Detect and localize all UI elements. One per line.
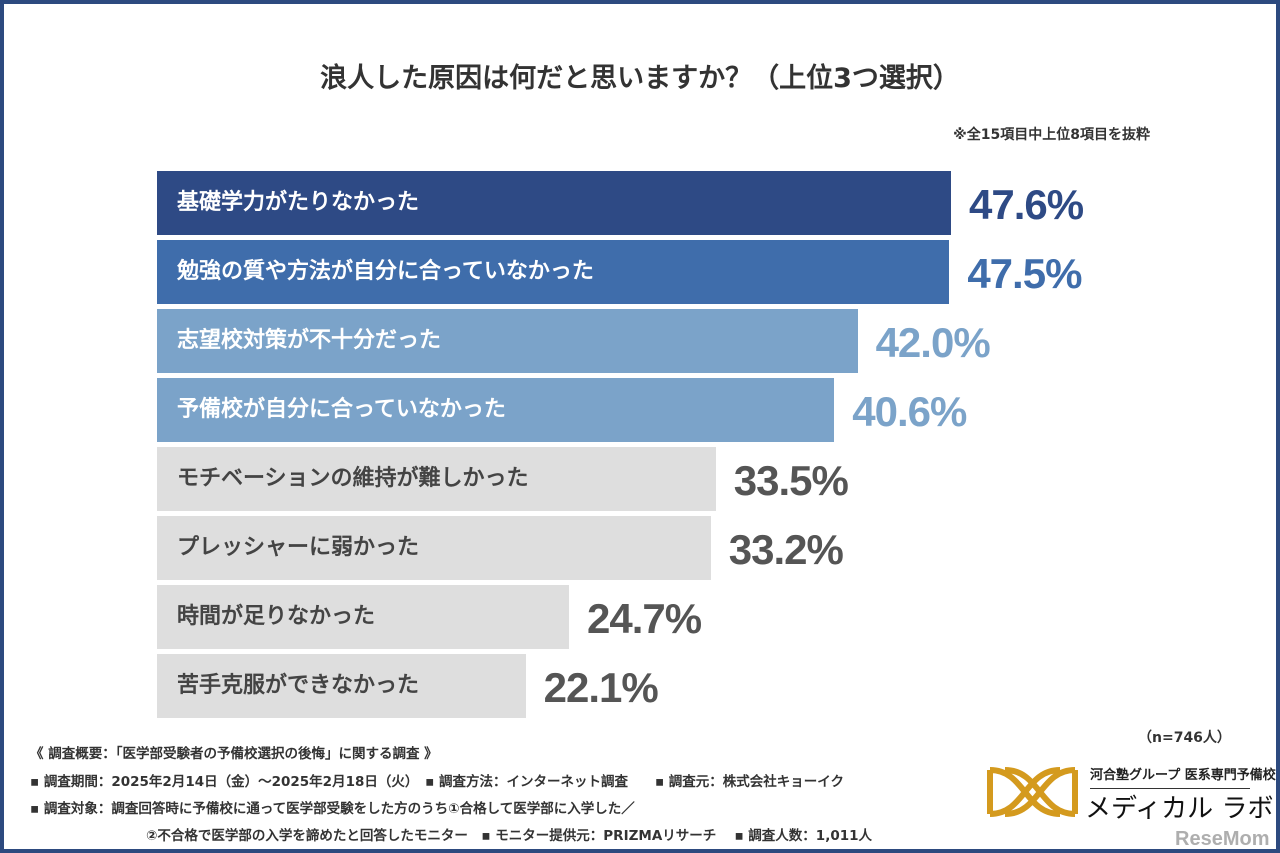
bar: 基礎学力がたりなかった xyxy=(157,171,951,235)
logo-sub: 河合塾グループ 医系専門予備校 xyxy=(1090,768,1276,789)
bar-label: 時間が足りなかった xyxy=(177,604,376,629)
data-label: 40.6% xyxy=(852,388,967,435)
footer-target: ▪ 調査対象：調査回答時に予備校に通って医学部受験をした方のうち①合格して医学部… xyxy=(30,801,635,817)
bar: 予備校が自分に合っていなかった xyxy=(157,378,835,442)
footer-survey-title: 《 調査概要：「医学部受験者の予備校選択の後悔」に関する調査 》 xyxy=(30,746,438,762)
bar: 勉強の質や方法が自分に合っていなかった xyxy=(157,240,950,304)
data-label: 47.6% xyxy=(969,181,1084,228)
bar-label: 勉強の質や方法が自分に合っていなかった xyxy=(177,259,594,284)
footer-period: ▪ 調査期間：2025年2月14日（金）～2025年2月18日（火） ▪ 調査方… xyxy=(30,774,845,790)
medical-labo-logo: 河合塾グループ 医系専門予備校 メディカル ラボ xyxy=(985,762,1276,826)
footer-target-cont: ②不合格で医学部の入学を諦めたと回答したモニター ▪ モニター提供元：PRIZM… xyxy=(146,828,873,844)
bar: 苦手克服ができなかった xyxy=(157,654,526,718)
watermark: ReseMom xyxy=(1175,828,1270,850)
bar-label: モチベーションの維持が難しかった xyxy=(177,466,529,491)
data-label: 42.0% xyxy=(875,319,991,366)
bar-chart: 基礎学力がたりなかった 47.6% 勉強の質や方法が自分に合っていなかった 47.5%… xyxy=(157,171,1084,718)
bar: プレッシャーに弱かった xyxy=(157,516,711,580)
bar: モチベーションの維持が難しかった xyxy=(157,447,716,511)
bar: 時間が足りなかった xyxy=(157,585,569,649)
data-label: 47.5% xyxy=(967,250,1082,297)
sample-size: （n=746人） xyxy=(1138,730,1231,746)
bar-label: 基礎学力がたりなかった xyxy=(177,190,420,215)
data-label: 24.7% xyxy=(587,595,702,642)
bar-label: 予備校が自分に合っていなかった xyxy=(177,397,506,422)
bar-label: 苦手克服ができなかった xyxy=(177,673,420,698)
chart-note: ※全15項目中上位8項目を抜粋 xyxy=(953,127,1150,143)
logo-main: メディカル ラボ xyxy=(1085,794,1274,824)
data-label: 33.2% xyxy=(728,526,844,573)
logo-mark-icon xyxy=(987,767,1078,817)
bar: 志望校対策が不十分だった xyxy=(157,309,858,373)
data-label: 22.1% xyxy=(543,664,659,711)
bar-label: 志望校対策が不十分だった xyxy=(177,328,442,353)
bar-label: プレッシャーに弱かった xyxy=(177,535,420,560)
chart-title: 浪人した原因は何だと思いますか？（上位3つ選択） xyxy=(320,63,960,94)
data-label: 33.5% xyxy=(733,457,849,504)
